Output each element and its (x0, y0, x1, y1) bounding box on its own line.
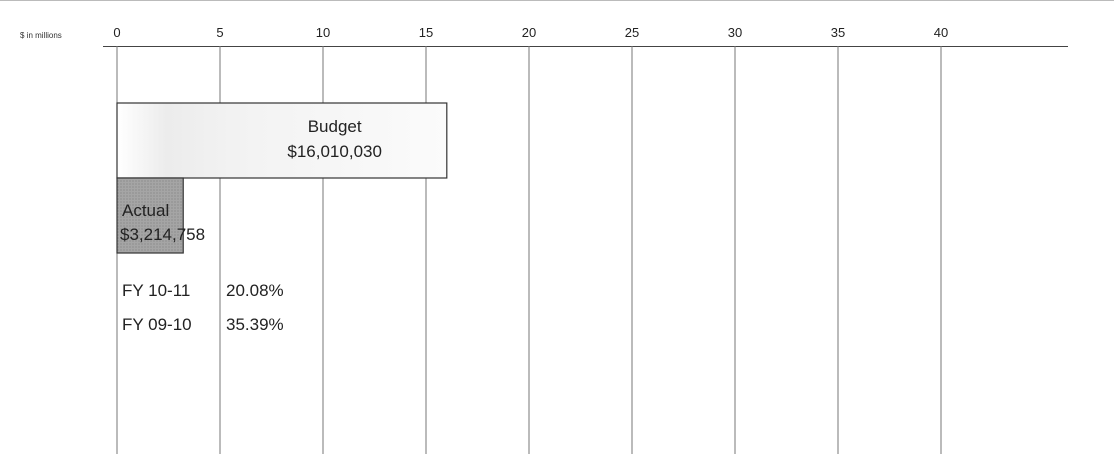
stat-label-1: FY 09-10 (122, 315, 192, 334)
tick-label-20: 20 (522, 25, 536, 40)
bars: Budget $16,010,030 Actual $3,214,758 (116, 102, 448, 254)
tick-label-25: 25 (625, 25, 639, 40)
tick-label-10: 10 (316, 25, 330, 40)
stat-value-1: 35.39% (226, 315, 284, 334)
actual-label: Actual (122, 201, 169, 220)
unit-label: $ in millions (20, 31, 62, 40)
actual-value: $3,214,758 (120, 225, 205, 244)
tick-label-35: 35 (831, 25, 845, 40)
tick-label-15: 15 (419, 25, 433, 40)
budget-bar (116, 102, 448, 179)
budget-value: $16,010,030 (287, 142, 382, 161)
stats-table: FY 10-11 20.08% FY 09-10 35.39% (122, 281, 284, 334)
tick-labels: 051015202530354050 (113, 25, 948, 40)
tick-label-5: 5 (216, 25, 223, 40)
budget-label: Budget (308, 117, 362, 136)
tick-label-30: 30 (728, 25, 742, 40)
tick-label-0: 0 (113, 25, 120, 40)
tick-label-40: 40 (934, 25, 948, 40)
stat-label-0: FY 10-11 (122, 281, 190, 300)
actual-bar (116, 177, 184, 254)
stat-value-0: 20.08% (226, 281, 284, 300)
